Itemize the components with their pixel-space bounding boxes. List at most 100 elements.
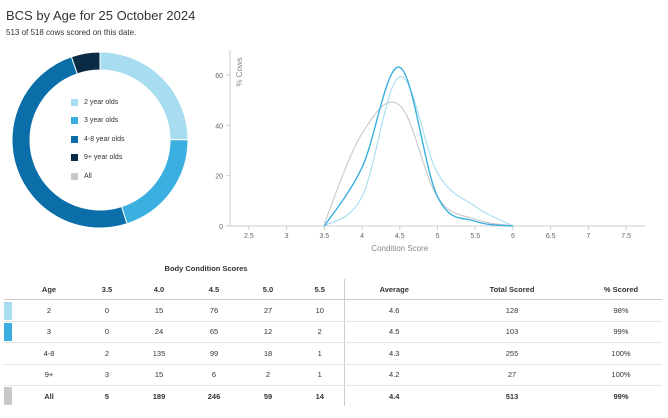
cell-age: 3	[14, 321, 84, 344]
header-3-5: 3.5	[84, 279, 130, 301]
table-row: 9+ 3 15 6 2 1 4.2 27 100%	[4, 364, 662, 386]
legend-label-all: All	[84, 172, 92, 180]
cell-c40: 189	[152, 391, 166, 401]
x-tick-label: 6	[511, 233, 515, 240]
legend-item-all[interactable]: All	[71, 167, 124, 186]
table-row: 2 0 15 76 27 10 4.6 128 98%	[4, 299, 662, 322]
cell-c50: 27	[240, 299, 296, 322]
legend-swatch-all	[71, 172, 78, 180]
cell-c40: 15	[130, 299, 188, 322]
cell-c50: 12	[240, 321, 296, 344]
cell-c35: 3	[84, 364, 130, 386]
cell-c35: 5	[104, 391, 110, 401]
cell-pct: 98%	[580, 299, 662, 322]
cell-avg: 4.2	[343, 364, 444, 386]
cell-c55: 1	[296, 364, 344, 386]
scores-table: Age 3.5 4.0 4.5 5.0 5.5 Average Total Sc…	[4, 279, 662, 407]
x-tick-label: 6.5	[546, 233, 556, 240]
cell-c50: 18	[240, 342, 296, 365]
cell-c40: 24	[130, 321, 188, 344]
x-tick-label: 3.5	[319, 233, 329, 240]
y-tick-label: 20	[215, 174, 223, 181]
cell-c50: 59	[263, 391, 273, 401]
y-tick-label: 0	[219, 224, 223, 231]
header-swatch	[4, 279, 14, 301]
row-color-swatch	[4, 364, 14, 386]
table-row: 3 0 24 65 12 2 4.5 103 99%	[4, 321, 662, 344]
cell-c45: 246	[207, 391, 221, 401]
legend-item-3[interactable]: 3 year olds	[71, 112, 124, 131]
series-line-all[interactable]	[323, 101, 514, 227]
header-4-5: 4.5	[188, 279, 240, 301]
cell-c35: 0	[84, 299, 130, 322]
cell-total: 255	[444, 342, 580, 365]
age-donut-chart	[11, 51, 189, 229]
row-swatch-block	[4, 366, 12, 384]
cell-c55: 14	[315, 391, 324, 401]
cell-c35: 0	[84, 321, 130, 344]
header-5-5: 5.5	[296, 279, 344, 301]
scored-summary: 513 of 518 cows scored on this date.	[6, 28, 137, 37]
cell-age: All	[44, 391, 54, 401]
cell-age: 2	[14, 299, 84, 322]
page-title: BCS by Age for 25 October 2024	[6, 8, 196, 23]
donut-slice-9+[interactable]	[70, 51, 101, 75]
legend-swatch-4-8	[71, 135, 78, 143]
row-swatch-block	[4, 301, 12, 320]
legend-item-2[interactable]: 2 year olds	[71, 93, 124, 112]
cell-age: 9+	[14, 364, 84, 386]
legend-swatch-9plus	[71, 154, 78, 162]
legend-label-4-8: 4-8 year olds	[84, 135, 125, 143]
header-pct-scored: % Scored	[580, 279, 662, 301]
legend-item-4-8[interactable]: 4-8 year olds	[71, 130, 124, 149]
table-row: 4-8 2 135 99 18 1 4.3 255 100%	[4, 342, 662, 365]
header-average: Average	[343, 279, 444, 301]
x-tick-label: 4	[360, 233, 364, 240]
donut-slice-3[interactable]	[120, 139, 189, 225]
y-axis-label: % Cows	[235, 57, 244, 86]
table-body: 2 0 15 76 27 10 4.6 128 98% 3 0 24 65 12 2 4.5 103 99% 4-8…	[4, 299, 662, 407]
row-color-swatch	[4, 299, 14, 322]
cell-c40: 135	[130, 342, 188, 365]
legend-item-9plus[interactable]: 9+ year olds	[71, 149, 124, 168]
cell-pct: 99%	[580, 321, 662, 344]
cell-pct: 100%	[580, 342, 662, 365]
table-row: All 5 189 246 59 14 4.4 513 99%	[4, 385, 662, 407]
table-title: Body Condition Scores	[164, 264, 248, 273]
cell-total: 27	[444, 364, 580, 386]
cell-c45: 6	[188, 364, 240, 386]
legend-label-2: 2 year olds	[84, 98, 119, 106]
cell-pct: 99%	[613, 391, 629, 401]
legend-label-3: 3 year olds	[84, 117, 119, 125]
cell-c55: 10	[296, 299, 344, 322]
cell-c45: 99	[188, 342, 240, 365]
cell-pct: 100%	[580, 364, 662, 386]
header-age: Age	[14, 279, 84, 301]
cell-total: 513	[505, 391, 519, 401]
cell-avg: 4.6	[343, 299, 444, 322]
series-line-3[interactable]	[323, 66, 514, 227]
y-tick-label: 40	[215, 123, 223, 130]
x-tick-label: 4.5	[395, 233, 405, 240]
condition-score-line-chart: 0 20 40 60 2.5 3 3.5 4 4.5 5 5.5 6 6.5 7 7.5 % Cows Cond…	[215, 50, 645, 253]
header-total-scored: Total Scored	[444, 279, 580, 301]
cell-c40: 15	[130, 364, 188, 386]
x-tick-label: 7.5	[621, 233, 631, 240]
header-4-0: 4.0	[130, 279, 188, 301]
x-tick-label: 5.5	[470, 233, 480, 240]
cell-age: 4-8	[14, 342, 84, 365]
legend-swatch-2	[71, 98, 78, 106]
row-swatch-block	[4, 344, 12, 362]
cell-c55: 1	[296, 342, 344, 365]
cell-avg: 4.5	[343, 321, 444, 344]
x-tick-label: 5	[436, 233, 440, 240]
row-swatch-block	[4, 387, 12, 406]
cell-avg: 4.4	[343, 385, 444, 407]
row-swatch-block	[4, 322, 12, 341]
cell-total: 128	[444, 299, 580, 322]
cell-avg: 4.3	[343, 342, 444, 365]
cell-c45: 65	[188, 321, 240, 344]
y-tick-label: 60	[215, 73, 223, 80]
donut-legend: 2 year olds 3 year olds 4-8 year olds 9+…	[71, 93, 124, 186]
legend-swatch-3	[71, 117, 78, 125]
